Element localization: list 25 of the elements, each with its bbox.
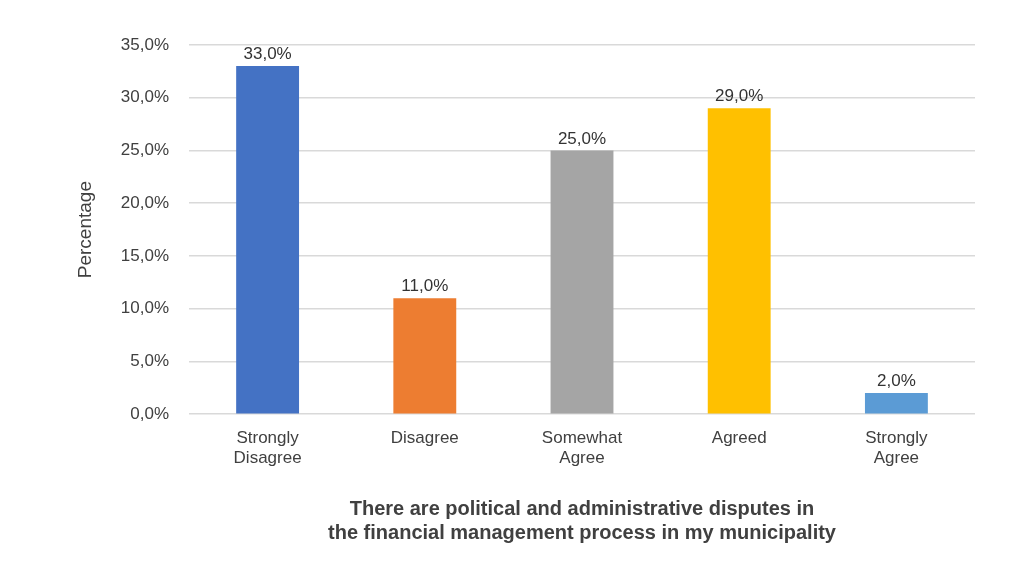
- x-tick-label: Strongly Agree: [865, 428, 929, 468]
- bar: [550, 150, 614, 414]
- y-axis-title: Percentage: [73, 181, 95, 279]
- x-tick-label: Disagree: [390, 428, 459, 448]
- data-label: 2,0%: [877, 371, 916, 391]
- data-label: 25,0%: [557, 128, 607, 148]
- y-tick-label: 25,0%: [120, 140, 169, 160]
- y-tick-label: 35,0%: [120, 34, 169, 54]
- x-axis-title: There are political and administrative disputes in the financial management process in my municipality: [328, 496, 837, 543]
- x-tick-label: Agreed: [711, 428, 767, 448]
- y-tick-label: 10,0%: [120, 298, 169, 318]
- y-tick-label: 30,0%: [120, 87, 169, 107]
- y-tick-label: 0,0%: [130, 403, 169, 423]
- x-tick-label: Strongly Disagree: [233, 428, 302, 468]
- bar: [236, 66, 300, 414]
- bar: [864, 393, 928, 414]
- y-tick-label: 15,0%: [120, 245, 169, 265]
- bar: [707, 108, 771, 414]
- data-label: 11,0%: [401, 276, 449, 296]
- y-tick-label: 20,0%: [120, 192, 169, 212]
- data-label: 29,0%: [715, 86, 764, 106]
- x-tick-label: Somewhat Agree: [541, 428, 623, 468]
- data-label: 33,0%: [243, 44, 292, 64]
- y-tick-label: 5,0%: [130, 351, 169, 371]
- bar: [393, 298, 457, 414]
